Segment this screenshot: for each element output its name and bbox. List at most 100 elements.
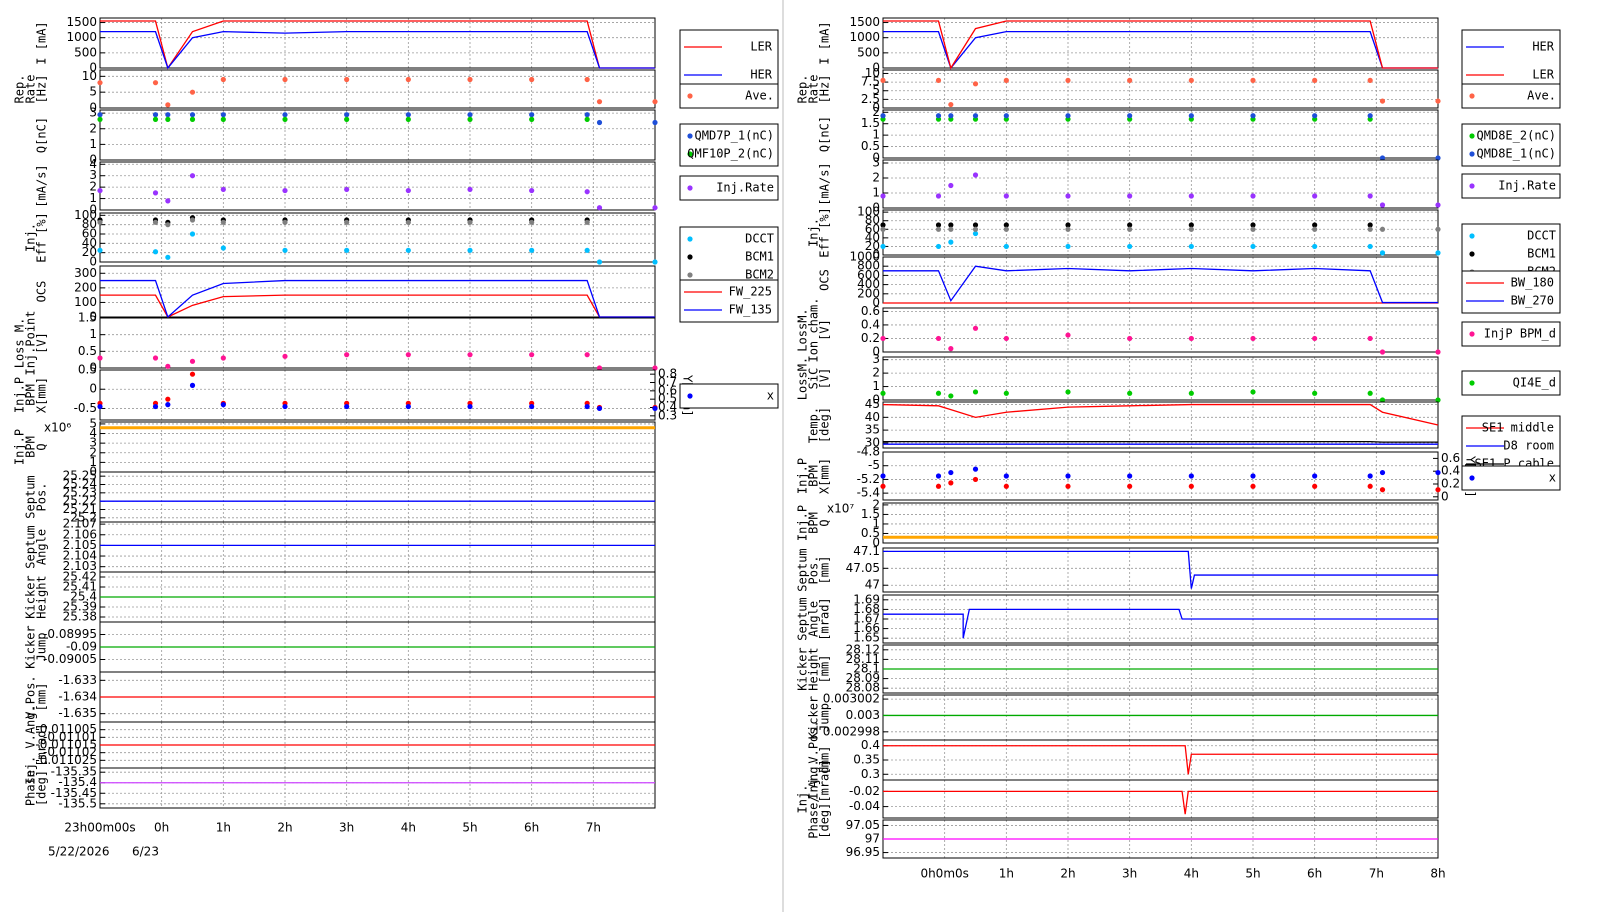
y-tick-label: 25.21 [63, 502, 97, 516]
panel-frame [883, 402, 1438, 448]
y-tick-label: 28.09 [846, 671, 880, 685]
y-axis-label: [V] [818, 319, 832, 341]
y-tick-label: 25.38 [63, 610, 97, 624]
data-point [652, 205, 658, 211]
data-point [1435, 155, 1441, 161]
legend-label: QMF10P_2(nC) [687, 147, 774, 161]
data-point [1188, 77, 1194, 83]
panel-frame [883, 357, 1438, 400]
data-point [344, 116, 350, 122]
data-point [152, 112, 159, 118]
data-point [972, 476, 979, 483]
y-tick-label: 25.24 [63, 477, 97, 491]
y-tick-label: 2 [89, 121, 97, 135]
data-point [1367, 193, 1373, 199]
y-tick-label: 2.107 [63, 517, 97, 531]
y-tick-label: 60 [865, 222, 880, 236]
y-tick-label: 1.5 [861, 116, 880, 130]
y-axis-label: Eff [%] [818, 207, 832, 258]
legend-box [679, 29, 779, 93]
panel-frame [883, 695, 1438, 740]
data-point [948, 101, 954, 108]
data-point [948, 182, 954, 189]
y-axis-label: [Hz] [818, 75, 832, 104]
y-axis-label: [V] [818, 368, 832, 390]
y-tick-label: 0 [89, 255, 97, 269]
y-tick-label: 0.003002 [823, 692, 880, 706]
legend-marker [687, 185, 693, 191]
panel-frame [883, 452, 1438, 500]
data-point [1379, 397, 1386, 403]
y-tick-label: 2 [872, 497, 880, 511]
data-point [1435, 226, 1441, 232]
data-point [584, 219, 590, 225]
legend-label: HER [1532, 40, 1554, 54]
y-tick-label: -0.02 [849, 784, 880, 798]
data-point [152, 80, 159, 86]
legend-marker [687, 93, 693, 99]
data-point [344, 403, 350, 410]
y-tick-label: -0.09 [66, 640, 97, 654]
panel-border [882, 109, 1439, 159]
series-line [100, 279, 655, 319]
data-point [97, 219, 103, 225]
legend-marker [1469, 251, 1475, 257]
panel-border [882, 502, 1439, 544]
y-tick-label: 1 [89, 191, 97, 205]
legend-box [679, 123, 779, 167]
y-tick-label: 60 [82, 227, 97, 241]
legend-label: QMD7P_1(nC) [695, 129, 774, 143]
y-tick-label: 1.67 [853, 612, 880, 626]
data-point [1250, 226, 1256, 232]
data-point [189, 217, 196, 223]
y-axis-label: [deg] [818, 407, 832, 443]
data-point [652, 259, 658, 265]
panel-frame [100, 370, 655, 420]
legend-box [1461, 83, 1561, 109]
legend-marker [687, 254, 693, 260]
data-point [1065, 389, 1071, 395]
y-tick-label: -0.011005 [35, 722, 97, 736]
data-point [972, 226, 979, 232]
y-axis-label: [deg][mrad] [818, 759, 832, 838]
y-tick-label: 0 [872, 101, 880, 115]
panel-frame [100, 70, 655, 108]
y-tick-label: 28.11 [846, 652, 880, 666]
data-point [282, 112, 288, 118]
data-point [1127, 113, 1133, 119]
y2-tick-label: 0.4 [658, 400, 677, 414]
y-tick-label: 40 [865, 410, 880, 424]
legend-marker [1469, 331, 1475, 337]
data-point [152, 190, 159, 196]
data-point [584, 116, 590, 122]
data-point [1379, 98, 1386, 104]
y-tick-label: -135.45 [51, 786, 97, 800]
y-tick-label: -5.4 [857, 486, 880, 500]
y-tick-label: 1.5 [861, 507, 880, 521]
y-tick-label: 0.5 [78, 363, 97, 377]
y-tick-label: 100 [857, 205, 880, 219]
y-tick-label: 0 [89, 101, 97, 115]
y-tick-label: 25.39 [63, 600, 97, 614]
x-tick-label: 2h [277, 821, 292, 835]
y-tick-label: 1 [89, 327, 97, 341]
panel-border [882, 356, 1439, 401]
legend-label: Inj.Rate [716, 181, 774, 195]
y-axis-label: Rate [24, 75, 38, 104]
y-tick-label: 500 [857, 45, 880, 59]
y-axis-label: OCS [818, 269, 832, 291]
y-axis-label: Kicker [24, 575, 38, 618]
data-point [935, 77, 942, 83]
data-point [529, 403, 535, 410]
y-tick-label: 1 [872, 379, 880, 393]
panel-frame [883, 160, 1438, 208]
legend-marker [687, 133, 693, 139]
y-axis-label: Phase [24, 770, 38, 806]
y-tick-label: 300 [74, 266, 97, 280]
data-point [165, 254, 171, 260]
x-tick-label: 4h [401, 821, 416, 835]
data-point [1250, 389, 1256, 395]
y-tick-label: 1500 [849, 15, 880, 29]
data-point [1003, 335, 1009, 342]
